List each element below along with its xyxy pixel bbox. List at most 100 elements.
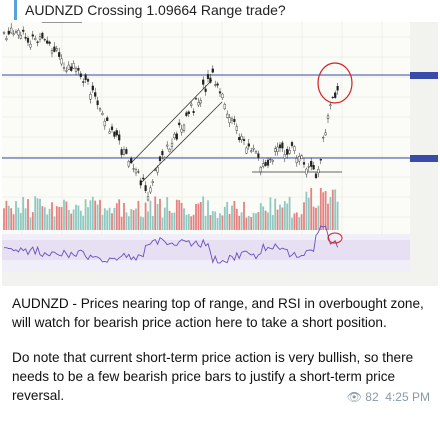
volume-bar (7, 205, 10, 230)
candle-body (274, 148, 277, 152)
candle-body (108, 131, 111, 134)
candle-body (324, 132, 327, 136)
text-line: Do note that current short-term price ac… (12, 350, 414, 365)
volume-bar (310, 188, 313, 230)
candle-body (182, 124, 186, 131)
candle-body (175, 133, 178, 140)
volume-bar (185, 214, 188, 230)
volume-bar (295, 212, 298, 230)
volume-bar (202, 196, 205, 230)
candle-body (70, 66, 73, 71)
volume-bar (255, 213, 257, 230)
candle-body (334, 92, 337, 98)
volume-bar (12, 214, 15, 230)
candle-body (101, 112, 104, 115)
volume-bar (159, 198, 161, 230)
channel-line (131, 79, 213, 163)
volume-bar (34, 196, 37, 230)
volume-bar (132, 210, 135, 230)
candle-body (125, 149, 128, 154)
volume-bar (82, 215, 85, 230)
candle-body (65, 70, 68, 72)
volume-bar (55, 206, 58, 230)
text-line: reversal. (12, 388, 65, 403)
volume-bar (39, 198, 41, 230)
volume-bar (305, 191, 308, 230)
volume-bar (327, 203, 329, 230)
volume-bar (252, 212, 255, 230)
candle-body (77, 68, 80, 71)
volume-bar (94, 200, 97, 230)
volume-bar (36, 198, 39, 230)
chart-screenshot[interactable] (2, 22, 438, 286)
volume-bar (315, 207, 317, 230)
candle-body (331, 96, 334, 99)
candle-body (12, 33, 15, 35)
candle-body (163, 157, 166, 160)
candle-body (55, 48, 58, 51)
volume-bar (123, 203, 125, 230)
candle-body (17, 30, 20, 36)
candle-body (192, 111, 195, 113)
price-tag (410, 155, 438, 162)
volume-bar (43, 207, 46, 230)
text-line: AUDNZD - Prices nearing top of range, an… (12, 296, 424, 311)
volume-bar (125, 212, 128, 230)
volume-bar (334, 189, 337, 230)
volume-bar (209, 215, 212, 230)
candle-body (185, 112, 188, 116)
candle-body (151, 181, 154, 184)
volume-bar (207, 200, 209, 230)
candles (2, 23, 339, 202)
volume-bar (245, 217, 248, 230)
candle-body (24, 37, 27, 39)
candle-body (158, 156, 162, 162)
volume-bar (226, 201, 229, 230)
volume-bar (235, 208, 238, 230)
candle-body (221, 93, 224, 99)
volume-bar (197, 203, 200, 230)
highlight-circle (317, 62, 353, 104)
volume-bar (79, 210, 82, 230)
volume-bar (120, 216, 123, 230)
volume-bar (269, 197, 272, 230)
candle-body (36, 41, 39, 43)
volume-bar (247, 215, 250, 230)
candle-body (209, 77, 212, 83)
candle-body (218, 91, 222, 94)
volume-bar (307, 197, 310, 230)
view-count: 82 (365, 390, 379, 404)
candle-body (110, 126, 114, 131)
volume-bar (283, 201, 286, 230)
candle-body (293, 146, 296, 152)
candle-body (113, 131, 116, 137)
volume-bar (257, 211, 260, 230)
volume-bar (19, 213, 22, 230)
reply-quote[interactable]: AUDNZD Crossing 1.09664 Range trade? (14, 0, 286, 20)
volume-bar (31, 212, 34, 230)
volume-bar (67, 209, 70, 230)
candle-body (290, 142, 294, 146)
volume-bar (91, 196, 94, 230)
paragraph: Do note that current short-term price ac… (12, 348, 436, 405)
volume-bar (96, 204, 99, 230)
volume-bar (135, 208, 137, 230)
candle-body (230, 118, 234, 121)
candle-body (142, 177, 145, 180)
candle-body (271, 159, 274, 162)
volume-bar (286, 203, 289, 230)
volume-bar (276, 209, 279, 230)
candle-body (214, 84, 217, 86)
volume-bar (22, 196, 25, 230)
volume-bar (288, 196, 291, 230)
volume-bar (166, 197, 169, 230)
volume-bar (178, 200, 181, 230)
candle-body (31, 34, 34, 37)
volume-bar (187, 214, 190, 230)
volume-bar (108, 207, 111, 230)
volume-bar (115, 203, 118, 230)
price-tag (410, 72, 438, 79)
candle-body (238, 137, 241, 141)
candle-body (74, 68, 78, 72)
volume-bar (63, 199, 65, 230)
